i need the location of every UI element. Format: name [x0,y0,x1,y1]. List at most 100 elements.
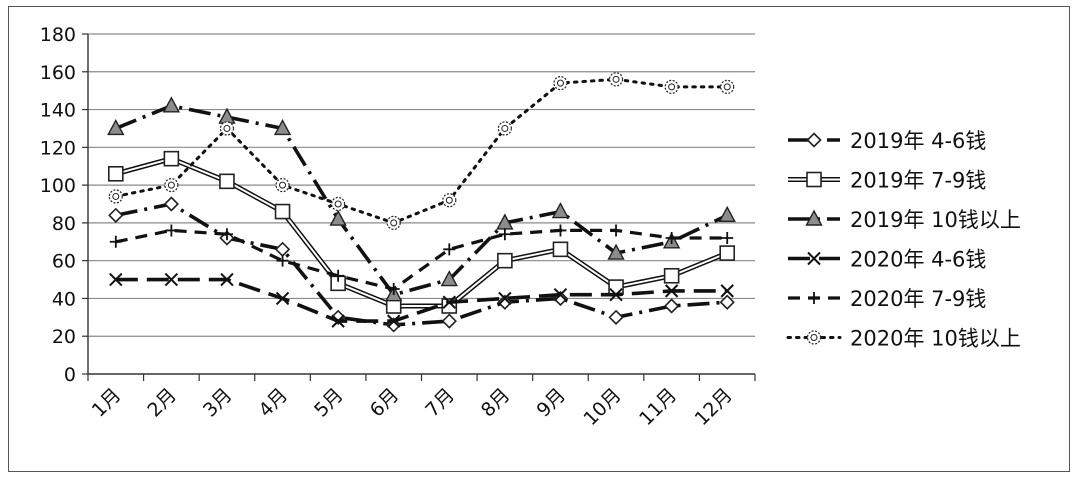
data-point-center [112,192,120,200]
data-point [387,283,400,295]
data-point [720,284,734,298]
data-point [665,232,678,244]
x-tick-label: 3月 [199,384,237,422]
x-tick-label: 8月 [477,384,515,422]
legend-item-2: 2019年 7-9钱 [788,169,986,193]
data-point [443,243,456,256]
data-point-center [445,196,453,204]
data-point-center [334,200,342,208]
legend-label: 2020年 7-9钱 [850,287,986,311]
data-point [165,224,178,237]
data-point [273,118,292,136]
data-point [664,284,679,298]
series-6 [108,72,735,230]
x-tick-label: 5月 [310,384,348,422]
data-point [163,150,180,167]
series-2 [107,150,736,314]
x-tick-label: 12月 [691,384,737,430]
legend-item-1: 2019年 4-6钱 [788,129,986,153]
x-tick-label: 2月 [143,384,181,422]
data-point [497,121,512,136]
data-point [554,224,567,237]
data-point-center [501,124,509,132]
series-line-path [115,202,728,327]
legend-item-5: 2020年 7-9钱 [788,287,986,311]
series-line-path [115,104,728,297]
series-line-inner [115,157,728,307]
data-point [664,79,679,94]
data-point-center [167,181,175,189]
x-tick-label: 1月 [88,384,126,422]
series-line [115,202,728,327]
data-point [497,294,513,310]
data-point [164,178,179,193]
legend: 2019年 4-6钱 2019年 7-9钱 2019年 10钱以上 2020年 4-6… [786,129,1021,351]
data-point [275,178,290,193]
data-point [608,279,624,295]
y-tick-label: 40 [52,288,76,310]
x-tick-label: 4月 [255,384,293,422]
data-point [329,209,347,226]
series-5 [109,224,734,295]
data-point [220,228,233,241]
data-point [109,272,123,287]
legend-label: 2020年 10钱以上 [850,327,1021,351]
series-line-path [115,277,728,323]
data-point-center [612,75,620,83]
series-line [114,77,729,225]
data-point [610,224,623,237]
y-tick-label: 120 [40,137,76,159]
legend-label: 2019年 10钱以上 [850,208,1021,232]
data-point [807,251,821,266]
data-point [498,228,511,241]
data-point [164,272,179,287]
data-point [552,241,569,258]
data-point [608,72,624,87]
data-point [276,254,289,267]
data-point [719,245,736,261]
x-tick-label: 7月 [421,384,459,422]
data-point [806,132,822,148]
data-point-center [668,83,676,91]
legend-item-3: 2019年 10钱以上 [788,208,1021,232]
data-point [720,79,735,94]
series-lines [107,72,736,333]
legend-label: 2020年 4-6钱 [850,248,986,272]
series-line [115,104,728,297]
data-point [274,203,291,220]
data-point [806,171,822,188]
data-point [107,165,124,182]
data-point [497,252,513,269]
data-point [551,202,570,219]
data-point [553,287,568,302]
data-point [719,294,735,310]
legend-item-4: 2020年 4-6钱 [788,248,986,272]
series-line [115,228,728,291]
y-tick-label: 80 [52,213,76,235]
data-point [219,121,235,136]
data-point [332,269,345,282]
data-point [442,193,457,208]
data-point [108,207,124,223]
data-point-center [390,219,398,227]
x-tick-label: 6月 [366,384,404,422]
series-line-path [114,77,729,225]
series-line [115,156,729,309]
y-tick-label: 0 [64,364,76,386]
data-point [218,107,236,124]
data-point [718,205,736,223]
grid-lines [88,33,755,337]
legend-item-6: 2020年 10钱以上 [786,327,1021,351]
y-tick-label: 20 [52,326,76,348]
x-tick-label: 11月 [635,384,681,430]
data-point [163,196,180,212]
data-point [805,209,823,226]
data-point-center [556,79,564,87]
data-point [108,189,123,204]
data-point [275,291,290,306]
data-point [663,298,680,314]
series-line [115,277,728,323]
y-tick-label: 60 [52,251,76,273]
chart-frame [8,6,1070,472]
